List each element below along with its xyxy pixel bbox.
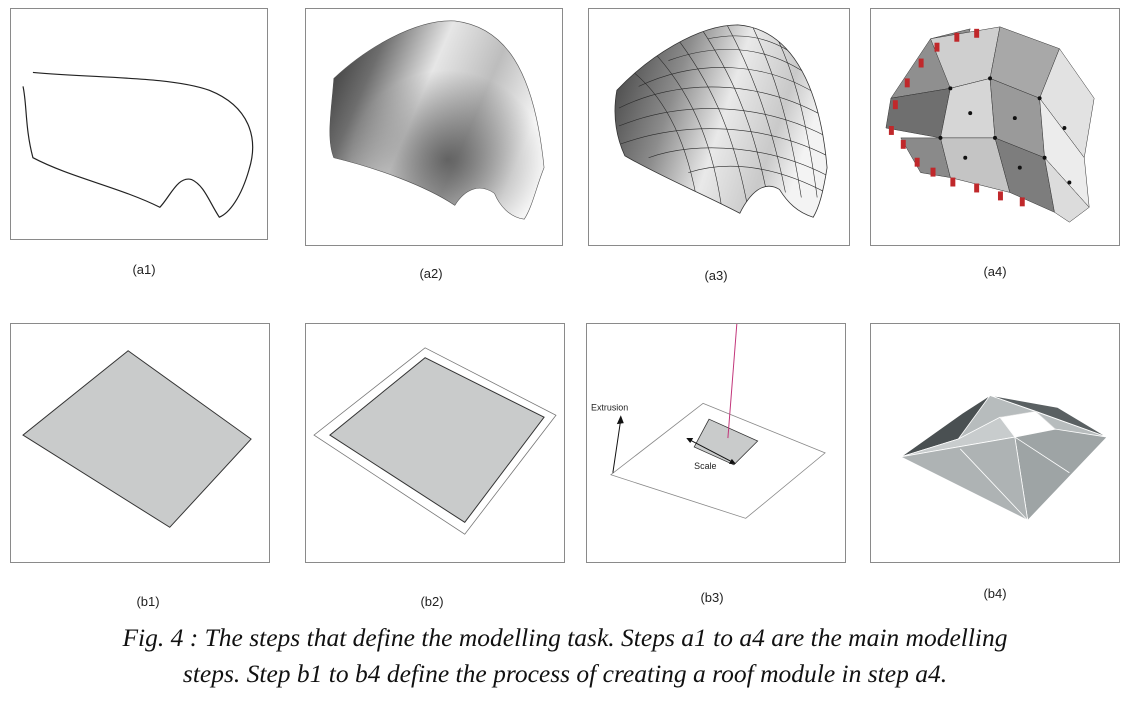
- label-b3: (b3): [700, 590, 724, 605]
- curve-drawing: [22, 71, 254, 218]
- panel-b1: [10, 323, 270, 563]
- label-b4: (b4): [983, 586, 1007, 601]
- roof-module-drawing: [899, 394, 1108, 522]
- panel-a3: [588, 8, 850, 246]
- label-a1: (a1): [132, 262, 156, 277]
- paneled-surface-render: [614, 24, 828, 218]
- surface-render: [329, 20, 545, 220]
- label-b1: (b1): [136, 594, 160, 609]
- label-a4: (a4): [983, 264, 1007, 279]
- scale-label: Scale: [694, 461, 716, 471]
- extrusion-scale-diagram: Extrusion Scale: [591, 324, 826, 519]
- panel-b4: [870, 323, 1120, 563]
- label-b2: (b2): [420, 594, 444, 609]
- label-a3: (a3): [704, 268, 728, 283]
- panel-b3: Extrusion Scale: [586, 323, 846, 563]
- panel-b2: [305, 323, 565, 563]
- panel-a2: [305, 8, 563, 246]
- modular-roof-render: [885, 26, 1095, 223]
- figure-caption: Fig. 4 : The steps that define the model…: [0, 620, 1130, 692]
- extrusion-label: Extrusion: [591, 402, 628, 412]
- caption-line-1: Fig. 4 : The steps that define the model…: [122, 623, 1008, 652]
- caption-line-2: steps. Step b1 to b4 define the process …: [182, 659, 948, 688]
- panel-a4: [870, 8, 1120, 246]
- panel-a1: [10, 8, 268, 240]
- offset-square-drawing: [313, 347, 557, 535]
- label-a2: (a2): [419, 266, 443, 281]
- flat-square-drawing: [22, 350, 252, 528]
